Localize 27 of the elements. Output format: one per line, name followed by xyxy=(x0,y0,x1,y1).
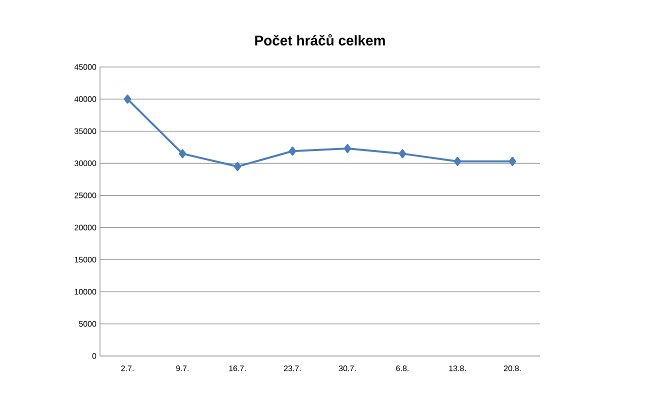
point xyxy=(454,156,462,166)
x-tick-label: 9.7. xyxy=(176,366,188,372)
y-tick-label: 30000 xyxy=(74,160,96,166)
y-tick-label: 45000 xyxy=(74,64,96,70)
x-tick-label: 20.8. xyxy=(504,366,521,372)
point xyxy=(234,162,242,172)
point xyxy=(288,146,296,156)
point xyxy=(398,149,406,158)
x-tick-label: 23.7. xyxy=(284,366,301,372)
y-tick-label: 20000 xyxy=(74,224,96,230)
y-tick-label: 25000 xyxy=(74,192,96,198)
x-tick-label: 6.8. xyxy=(396,366,408,372)
y-tick-label: 5000 xyxy=(78,321,96,327)
chart-title: Počet hráčů celkem xyxy=(255,34,385,46)
y-tick-label: 40000 xyxy=(74,96,96,102)
x-tick-label: 16.7. xyxy=(229,366,246,372)
y-tick-label: 15000 xyxy=(74,256,96,262)
point xyxy=(124,94,132,104)
point xyxy=(508,156,516,166)
x-tick-label: 30.7. xyxy=(338,366,356,372)
x-tick-label: 13.8. xyxy=(449,366,466,372)
y-tick-label: 0 xyxy=(92,353,96,359)
point xyxy=(178,149,186,158)
y-tick-label: 10000 xyxy=(74,288,96,295)
point xyxy=(344,144,352,154)
x-tick-label: 2.7. xyxy=(121,366,134,372)
y-tick-label: 35000 xyxy=(74,128,96,134)
